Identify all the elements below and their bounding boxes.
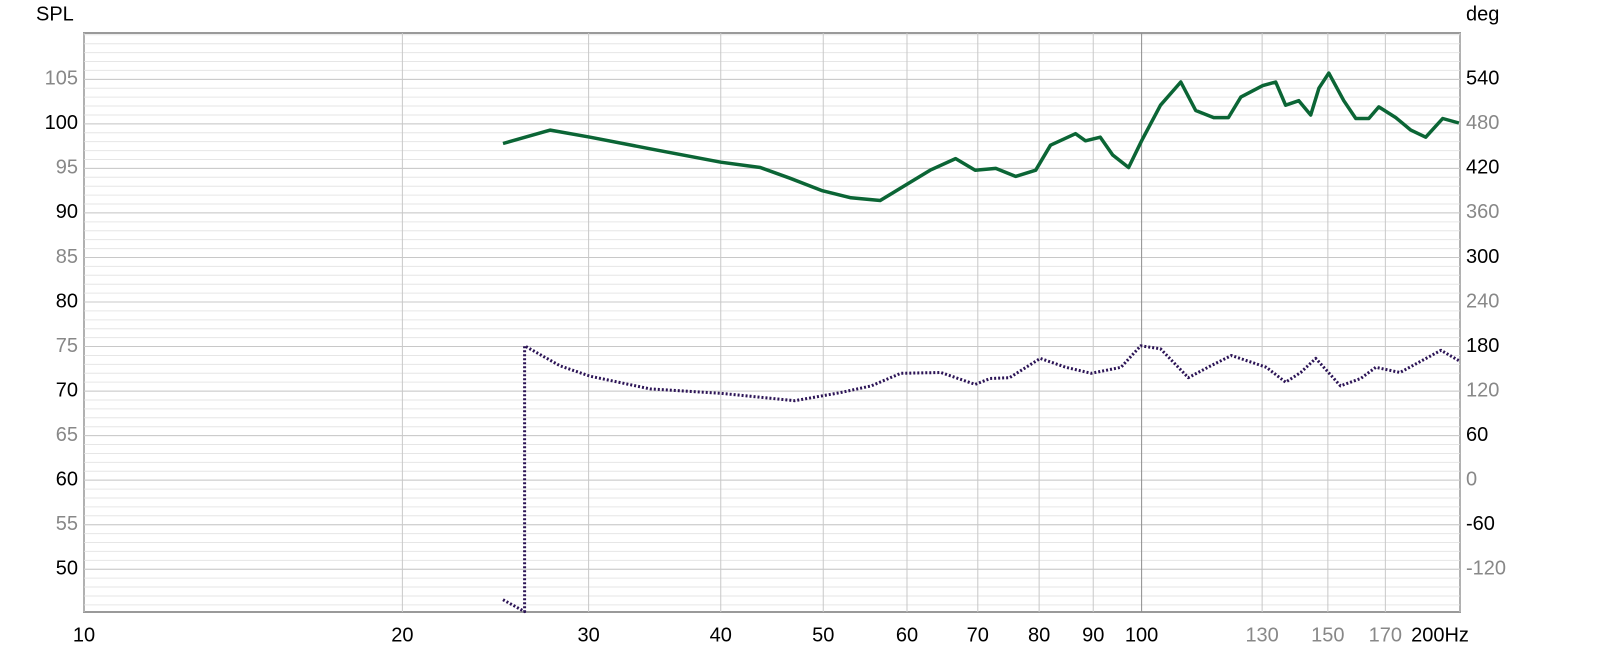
y-tick-label: 55	[56, 513, 78, 535]
y2-tick-label: 120	[1466, 379, 1499, 401]
y2-tick-label: 300	[1466, 246, 1499, 268]
x-tick-label: 40	[710, 624, 732, 646]
y-tick-label: 105	[45, 68, 78, 90]
y-tick-label: 85	[56, 246, 78, 268]
y2-tick-label: 420	[1466, 157, 1499, 179]
y-tick-label: 95	[56, 157, 78, 179]
y2-tick-label: 360	[1466, 201, 1499, 223]
y-tick-label: 70	[56, 379, 78, 401]
x-tick-label: 170	[1369, 624, 1402, 646]
x-tick-label: 10	[73, 624, 95, 646]
y2-tick-label: 480	[1466, 112, 1499, 134]
x-tick-label: 20	[391, 624, 413, 646]
y-tick-label: 65	[56, 424, 78, 446]
y2-tick-label: 0	[1466, 468, 1477, 490]
series-line	[502, 344, 1460, 614]
x-tick-label: 60	[896, 624, 918, 646]
y2-tick-label: 180	[1466, 335, 1499, 357]
x-tick-label: 80	[1028, 624, 1050, 646]
y2-tick-label: 60	[1466, 424, 1488, 446]
y2-tick-label: 540	[1466, 68, 1499, 90]
x-tick-label: 90	[1082, 624, 1104, 646]
y-tick-label: 80	[56, 290, 78, 312]
y-tick-label: 90	[56, 201, 78, 223]
x-tick-label: 130	[1245, 624, 1278, 646]
x-tick-label: 200Hz	[1411, 624, 1469, 646]
y2-axis-label: deg	[1466, 3, 1499, 25]
x-tick-label: 30	[577, 624, 599, 646]
x-tick-label: 150	[1311, 624, 1344, 646]
y2-tick-label: 240	[1466, 290, 1499, 312]
y-tick-label: 100	[45, 112, 78, 134]
series-line	[502, 71, 1460, 203]
y2-tick-label: -120	[1466, 558, 1506, 580]
x-tick-label: 50	[812, 624, 834, 646]
x-tick-label: 70	[967, 624, 989, 646]
x-tick-label: 100	[1125, 624, 1158, 646]
y-axis-label: SPL	[36, 3, 74, 25]
y2-tick-label: -60	[1466, 513, 1495, 535]
y-tick-label: 50	[56, 558, 78, 580]
y-tick-label: 75	[56, 335, 78, 357]
y-tick-label: 60	[56, 468, 78, 490]
